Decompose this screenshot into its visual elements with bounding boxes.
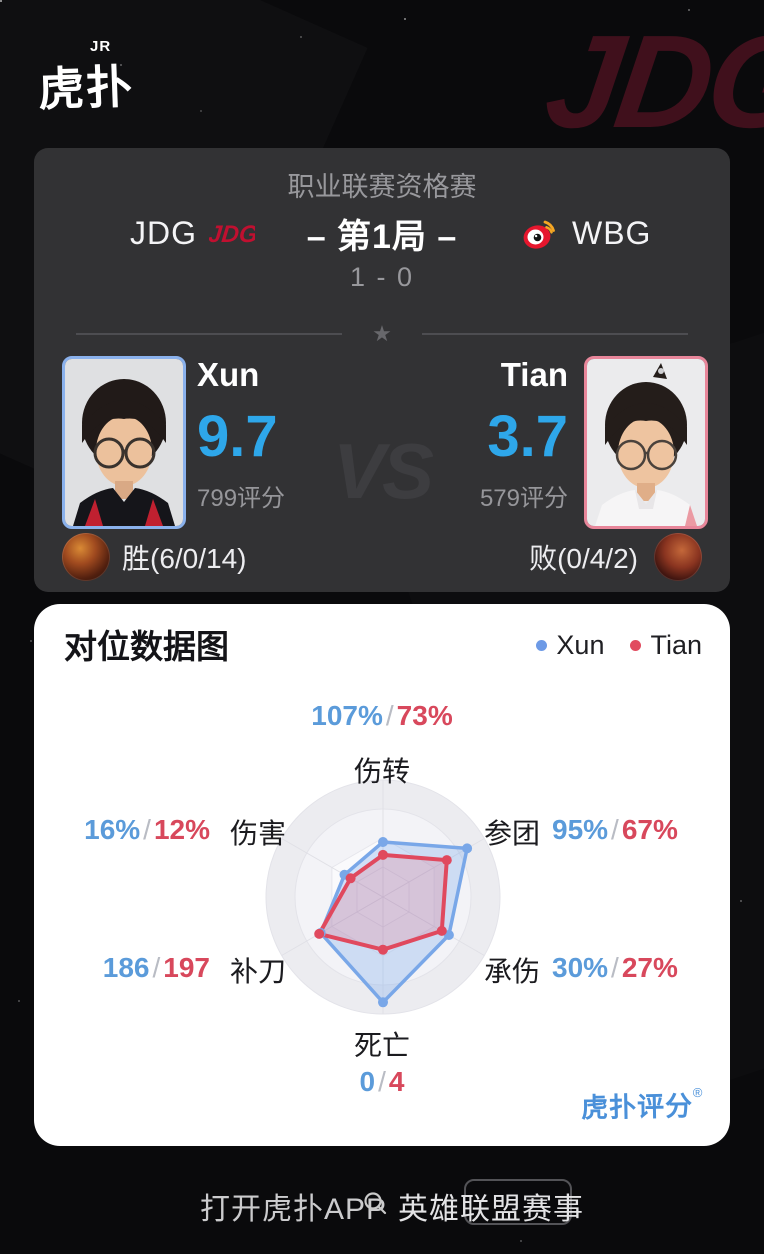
player-right-rating: 3.7 bbox=[487, 404, 568, 469]
hupu-logo-text: 虎扑 bbox=[37, 60, 135, 116]
hupu-rating-watermark: 虎扑评分® bbox=[581, 1084, 704, 1124]
axis-label-damage-conversion: 伤转 bbox=[353, 756, 410, 787]
legend-item-xun: Xun bbox=[536, 630, 604, 661]
star-icon: ★ bbox=[372, 321, 392, 346]
axis-values-damage-conversion: 107%/73% bbox=[311, 700, 453, 731]
player-right-info: Tian 3.7 579评分 bbox=[480, 356, 568, 513]
svg-text:JDG: JDG bbox=[209, 221, 255, 247]
player-left-photo bbox=[62, 356, 186, 529]
series-score: 1 - 0 bbox=[349, 262, 415, 292]
divider-line bbox=[76, 333, 342, 335]
axis-values-damage-taken: 30%/27% bbox=[552, 952, 678, 983]
radar-chart bbox=[265, 779, 501, 1015]
hupu-logo-jr: JR bbox=[90, 38, 112, 55]
axis-values-deaths: 0/4 bbox=[359, 1066, 405, 1097]
champion-icon-left bbox=[62, 533, 110, 581]
search-icon[interactable] bbox=[362, 1190, 388, 1216]
player-right-rating-count: 579评分 bbox=[479, 485, 568, 512]
axis-label-cs: 补刀 bbox=[230, 956, 287, 987]
player-left-rating-count: 799评分 bbox=[197, 485, 286, 512]
axis-label-damage: 伤害 bbox=[230, 818, 287, 849]
match-row: JDG JDG – 第1局 – WBG bbox=[34, 210, 730, 256]
axis-label-participation: 参团 bbox=[484, 818, 541, 849]
radar-chart-wrap bbox=[233, 747, 533, 1047]
match-card: 职业联赛资格赛 JDG JDG – 第1局 – WBG 1 - 0 ★ bbox=[34, 148, 730, 592]
chart-legend: Xun Tian bbox=[536, 630, 702, 661]
legend-dot bbox=[630, 640, 642, 651]
matchup-stats-card: 对位数据图 Xun Tian 107%/73% 伤转 16%/12% 伤害 参团… bbox=[34, 604, 730, 1146]
champion-icon-right bbox=[654, 533, 702, 581]
player-right-result: 败(0/4/2) bbox=[529, 543, 638, 574]
tournament-title: 职业联赛资格赛 bbox=[287, 172, 477, 202]
divider: ★ bbox=[34, 322, 730, 346]
registered-mark: ® bbox=[693, 1084, 704, 1101]
weibo-team-logo-icon bbox=[523, 220, 555, 249]
legend-dot bbox=[536, 640, 548, 651]
team-right: WBG bbox=[520, 210, 651, 256]
search-pill[interactable] bbox=[464, 1179, 572, 1225]
chart-title: 对位数据图 bbox=[64, 628, 229, 665]
axis-values-participation: 95%/67% bbox=[552, 814, 678, 845]
result-row: 胜(6/0/14) 败(0/4/2) bbox=[34, 533, 730, 583]
axis-values-cs: 186/197 bbox=[102, 952, 210, 983]
team-left-name: JDG bbox=[130, 214, 197, 251]
jdg-background-watermark: JDG bbox=[537, 8, 764, 155]
jdg-team-logo-icon: JDG bbox=[209, 221, 255, 247]
team-right-name: WBG bbox=[572, 214, 652, 251]
hupu-logo: JR 虎扑 bbox=[37, 38, 135, 118]
search-query-text[interactable]: 英雄联盟赛事 bbox=[398, 1193, 584, 1226]
axis-label-deaths: 死亡 bbox=[353, 1030, 410, 1061]
player-right-photo bbox=[584, 356, 708, 529]
open-app-button[interactable]: 打开虎扑APP bbox=[200, 1193, 388, 1226]
player-left-info: Xun 9.7 799评分 bbox=[197, 356, 285, 513]
player-left-rating: 9.7 bbox=[197, 404, 278, 469]
player-right-name: Tian bbox=[500, 356, 568, 393]
background-stars bbox=[0, 0, 2, 2]
axis-values-damage: 16%/12% bbox=[84, 814, 210, 845]
team-left: JDG JDG bbox=[130, 210, 255, 256]
vs-watermark: VS bbox=[332, 427, 434, 515]
game-number-label: – 第1局 – bbox=[306, 217, 458, 256]
divider-line bbox=[422, 333, 688, 335]
player-left-name: Xun bbox=[197, 356, 260, 393]
legend-item-tian: Tian bbox=[630, 630, 702, 661]
player-left-result: 胜(6/0/14) bbox=[122, 543, 247, 574]
axis-label-damage-taken: 承伤 bbox=[484, 956, 541, 987]
